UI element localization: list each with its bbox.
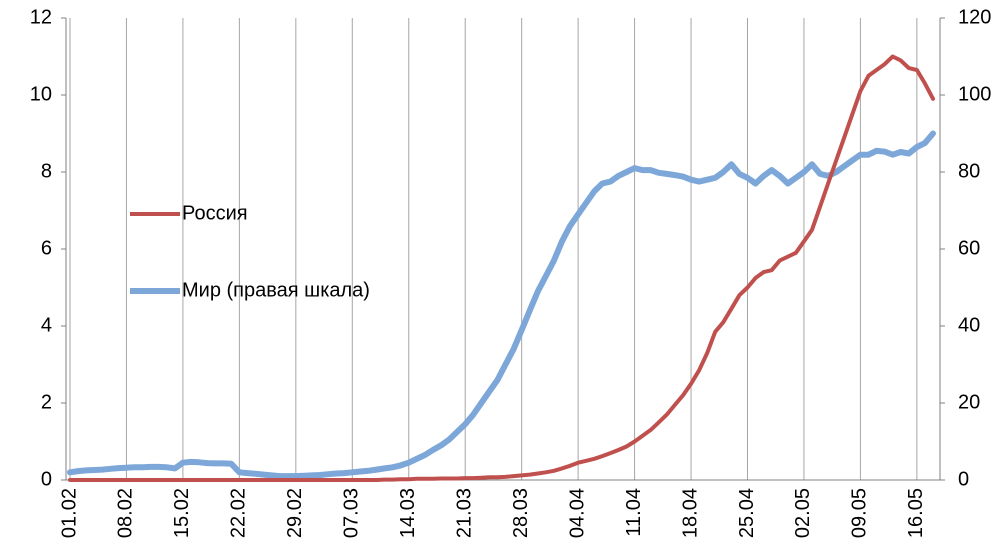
x-tick-label: 09.05 [849,488,871,538]
x-tick-label: 18.04 [679,488,701,538]
x-tick-label: 08.02 [115,488,137,538]
x-tick-label: 15.02 [171,488,193,538]
y2-tick-label: 0 [958,468,969,490]
x-tick-label: 21.03 [453,488,475,538]
y2-tick-label: 20 [958,391,980,413]
y2-tick-label: 100 [958,83,991,105]
y2-tick-label: 120 [958,6,991,28]
y-tick-label: 2 [41,391,52,413]
y-tick-label: 8 [41,160,52,182]
x-tick-label: 25.04 [736,488,758,538]
x-tick-label: 11.04 [623,488,645,537]
y-tick-label: 0 [41,468,52,490]
series-line [68,54,935,482]
y-tick-label: 12 [30,6,52,28]
y-tick-label: 10 [30,83,52,105]
x-tick-label: 02.05 [792,488,814,538]
x-tick-label: 07.03 [341,488,363,538]
y-tick-label: 6 [41,237,52,259]
y2-tick-label: 80 [958,160,980,182]
x-tick-label: 16.05 [905,488,927,538]
y2-tick-label: 40 [958,314,980,336]
x-tick-label: 01.02 [58,488,80,538]
x-tick-label: 28.03 [510,488,532,538]
legend-label: Мир (правая шкала) [182,279,370,301]
series-line [67,130,936,480]
x-tick-label: 22.02 [228,488,250,538]
x-tick-label: 14.03 [397,488,419,538]
x-tick-label: 04.04 [566,488,588,538]
x-tick-label: 29.02 [284,488,306,538]
legend-label: Россия [182,202,248,224]
y-tick-label: 4 [41,314,52,336]
y2-tick-label: 60 [958,237,980,259]
